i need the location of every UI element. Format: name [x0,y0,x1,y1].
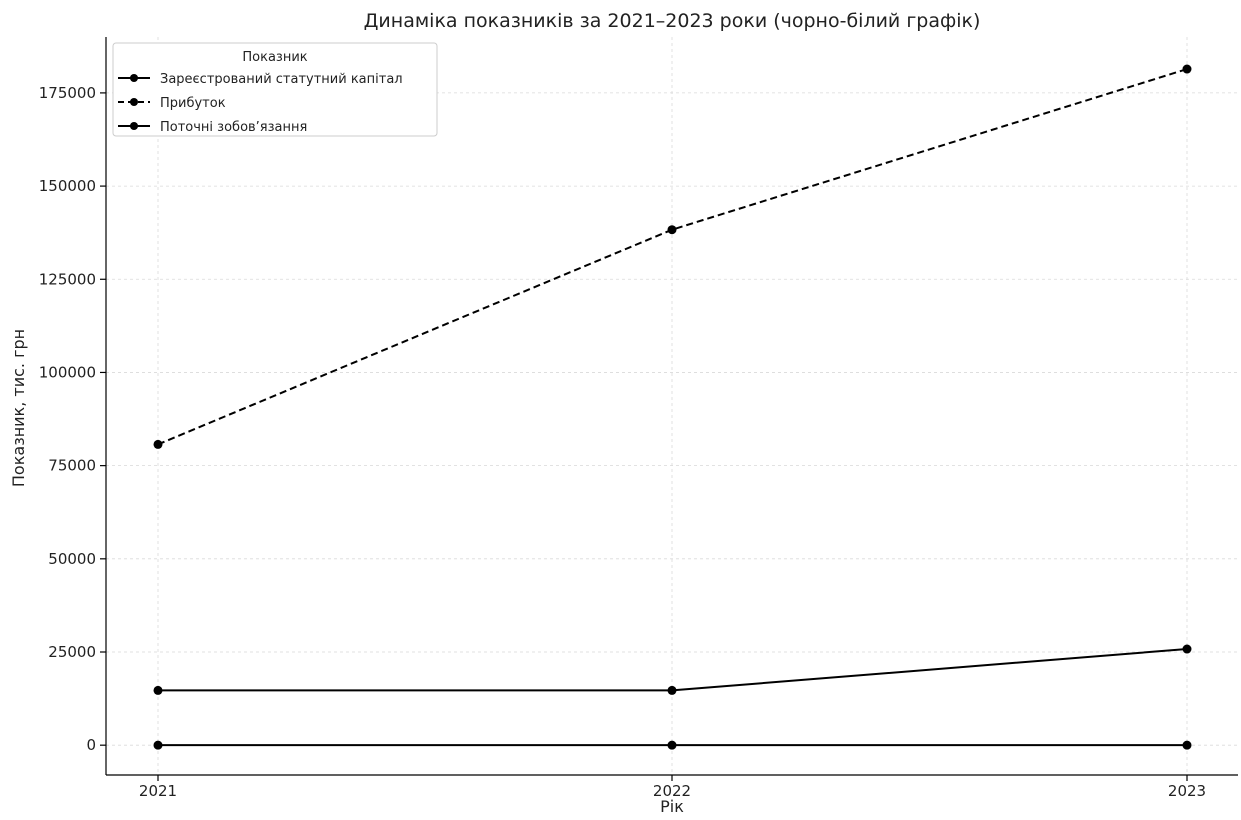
data-point [153,740,163,750]
data-point [153,439,163,449]
y-tick-label: 175000 [39,84,96,102]
y-tick-label: 25000 [48,643,96,661]
y-tick-label: 125000 [39,270,96,288]
legend-label: Зареєстрований статутний капітал [160,72,403,87]
series-line [158,648,1188,692]
x-tick-label: 2021 [139,782,177,800]
y-tick-label: 100000 [39,363,96,381]
series-line [157,68,1188,446]
y-axis-title: Показник, тис. грн [9,329,28,487]
data-point [153,685,163,695]
data-point [667,685,677,695]
series-1 [153,740,1192,750]
y-tick-label: 150000 [39,177,96,195]
ticks: 0 25000 50000 75000 100000 125000 150000 175000… [39,84,1206,800]
legend-item: Зареєстрований статутний капітал [118,72,403,87]
y-tick-label: 0 [86,736,96,754]
legend-frame [112,42,438,137]
y-tick-label: 50000 [48,550,96,568]
chart-title: Динаміка показників за 2021–2023 роки (ч… [364,10,981,32]
legend-marker [130,74,138,82]
legend-title: Показник [242,50,307,65]
series-3 [153,644,1192,695]
data-point [1182,740,1192,750]
legend: Показник Зареєстрований статутний капіта… [112,42,438,137]
legend-label: Прибуток [160,96,226,111]
series-2 [153,64,1192,449]
x-axis-title: Рік [660,797,684,816]
data-point [667,225,677,235]
series-group [153,64,1192,750]
data-point [1182,644,1192,654]
legend-item: Прибуток [118,96,226,111]
legend-marker [130,122,138,130]
legend-marker [130,98,138,106]
data-point [1182,64,1192,74]
legend-item: Поточні зобов’язання [118,120,307,135]
legend-label: Поточні зобов’язання [160,120,307,135]
y-tick-label: 75000 [48,457,96,475]
x-tick-label: 2023 [1168,782,1206,800]
legend-items: Зареєстрований статутний капітал Прибуток… [118,72,403,135]
data-point [667,740,677,750]
x-tick-label: 2022 [653,782,691,800]
grid [106,37,1238,775]
